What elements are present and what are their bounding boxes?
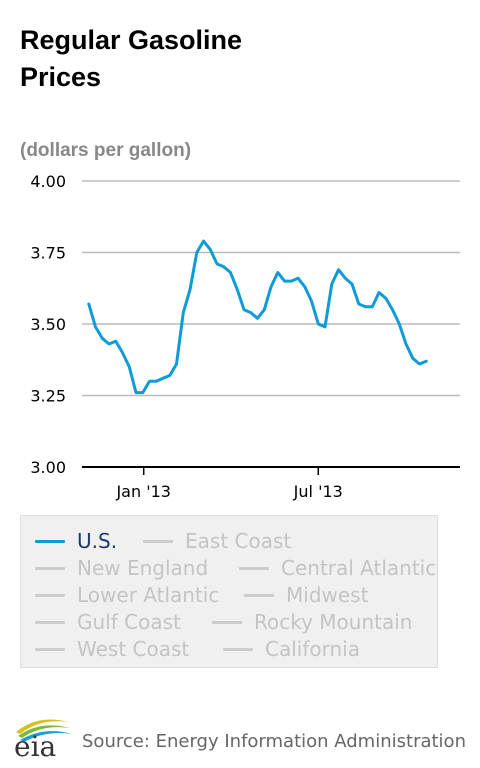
legend-item-rocky-mountain[interactable]: Rocky Mountain — [212, 610, 412, 634]
eia-logo-text: eia — [14, 730, 56, 760]
legend-label: West Coast — [77, 637, 190, 661]
legend-item-new-england[interactable]: New England — [35, 556, 208, 580]
legend-item-east-coast[interactable]: East Coast — [143, 529, 291, 553]
legend-label: New England — [77, 556, 209, 580]
legend-label: U.S. — [77, 529, 118, 553]
legend-label: Rocky Mountain — [254, 610, 413, 634]
chart-title: Regular Gasoline Prices — [20, 22, 242, 96]
legend-label: Central Atlantic — [281, 556, 437, 580]
y-tick-labels: 4.00 3.75 3.50 3.25 3.00 — [30, 172, 66, 477]
y-tick-label: 3.25 — [30, 387, 66, 406]
legend-item-california[interactable]: California — [223, 637, 360, 661]
legend-item-west-coast[interactable]: West Coast — [35, 637, 189, 661]
legend-item-lower-atlantic[interactable]: Lower Atlantic — [35, 583, 219, 607]
legend-swatch — [35, 593, 65, 597]
x-tick-label: Jul '13 — [293, 482, 343, 501]
series-layer — [87, 239, 428, 395]
chart-title-line-1: Regular Gasoline — [20, 25, 243, 55]
legend-item-central-atlantic[interactable]: Central Atlantic — [239, 556, 436, 580]
legend-swatch — [35, 566, 65, 570]
legend-label: Lower Atlantic — [77, 583, 220, 607]
y-tick-label: 3.50 — [30, 315, 66, 334]
source-note: Source: Energy Information Administratio… — [82, 731, 466, 752]
series-line-us[interactable] — [87, 239, 428, 395]
legend-item-gulf-coast[interactable]: Gulf Coast — [35, 610, 181, 634]
y-grid — [82, 180, 460, 468]
legend-swatch — [35, 647, 65, 651]
legend-item-u-s[interactable]: U.S. — [35, 529, 117, 553]
chart-title-line-2: Prices — [20, 62, 102, 92]
legend-swatch — [223, 647, 253, 651]
legend: U.S. East Coast New England Central Atlanti… — [20, 515, 438, 668]
y-tick-label: 3.75 — [30, 244, 66, 263]
legend-label: Gulf Coast — [77, 610, 181, 634]
line-chart: 4.00 3.75 3.50 3.25 3.00 Jan '13 Jul '13 — [30, 172, 460, 501]
legend-label: Midwest — [286, 583, 369, 607]
y-axis-units-label: (dollars per gallon) — [20, 140, 192, 161]
legend-swatch — [35, 620, 65, 624]
legend-label: East Coast — [185, 529, 292, 553]
legend-swatch — [212, 620, 242, 624]
legend-item-midwest[interactable]: Midwest — [244, 583, 368, 607]
legend-label: California — [265, 637, 360, 661]
x-tick-label: Jan '13 — [115, 482, 171, 501]
legend-swatch — [239, 566, 269, 570]
eia-logo: eia — [14, 719, 72, 760]
legend-swatch — [35, 539, 65, 543]
legend-swatch — [244, 593, 274, 597]
x-axis: Jan '13 Jul '13 — [115, 467, 343, 501]
y-tick-label: 4.00 — [30, 172, 66, 191]
legend-swatch — [143, 539, 173, 543]
y-tick-label: 3.00 — [30, 458, 66, 477]
